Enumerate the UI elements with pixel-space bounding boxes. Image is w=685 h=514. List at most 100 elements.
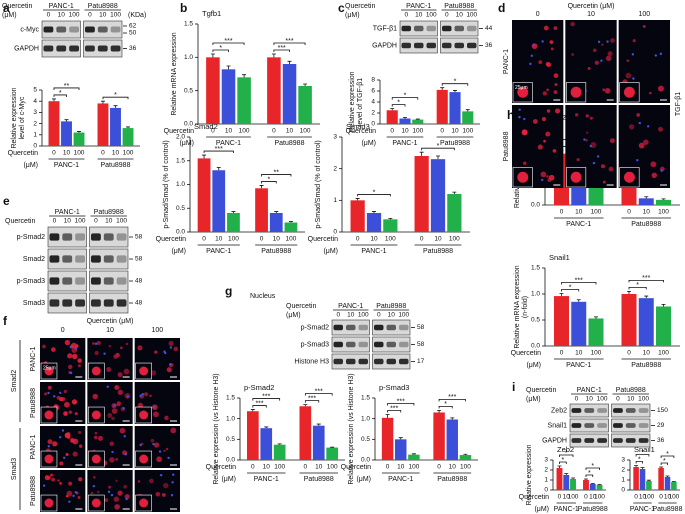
y-tick-label: 0.0	[184, 121, 193, 128]
dose-label: 10	[449, 464, 457, 471]
y-tick-label: 0.5	[226, 436, 235, 443]
group-label: PANC-1	[361, 248, 386, 255]
bar	[260, 428, 273, 460]
cell	[152, 411, 159, 418]
dose-label: 0	[356, 236, 360, 243]
dose-label: 100	[74, 150, 85, 157]
cell	[594, 60, 599, 65]
blot-row-label: Smad2	[23, 256, 45, 263]
y-axis-label: Relative expression	[11, 87, 18, 148]
x-axis-label: (μM)	[179, 140, 194, 147]
y-tick-label: 1	[621, 477, 625, 484]
blot-dose-label: 100	[597, 396, 608, 403]
significance-bracket	[561, 289, 580, 292]
blot-band	[597, 408, 607, 413]
bar	[247, 411, 259, 460]
cell	[119, 427, 126, 434]
cell	[115, 479, 118, 483]
cell	[601, 164, 606, 169]
blot-row-label: Histone H3	[294, 358, 329, 365]
cell	[545, 131, 551, 137]
blot-band	[584, 408, 595, 413]
y-axis-label: level of TGF-β1	[357, 78, 364, 126]
blot-band	[597, 438, 607, 443]
dose-label: 0	[211, 128, 215, 135]
blot-band	[49, 299, 60, 307]
micro-side-label: TGF-β1	[675, 92, 682, 116]
bar	[122, 128, 134, 146]
blot-dose-label: 10	[456, 12, 464, 19]
blot-band	[386, 324, 396, 331]
significance-bracket	[53, 94, 67, 97]
blot-band	[414, 25, 424, 32]
dose-label: 0	[440, 128, 444, 135]
cell	[107, 413, 113, 418]
cell	[642, 25, 646, 28]
nucleus	[600, 59, 603, 62]
cell	[111, 416, 115, 421]
significance-bracket	[212, 49, 229, 52]
cell	[537, 144, 543, 150]
blot-band	[613, 423, 623, 428]
y-tick-label: 0.5	[531, 317, 540, 324]
nucleus	[125, 497, 128, 501]
dose-label: 10	[63, 150, 71, 157]
cell	[540, 171, 547, 178]
group-label: Patu8988	[578, 506, 608, 513]
error-bar	[398, 437, 403, 440]
cell	[71, 353, 78, 360]
cell	[77, 496, 81, 499]
bar	[237, 77, 251, 124]
nucleus	[606, 40, 609, 43]
cell	[586, 131, 589, 134]
dose-label: 10	[225, 128, 233, 135]
dose-label: 0	[560, 350, 564, 357]
bar	[589, 484, 596, 490]
error-bar	[419, 151, 424, 156]
nucleus	[74, 347, 78, 350]
error-bar	[440, 87, 445, 90]
nucleus	[169, 363, 172, 366]
marker-label: 17	[417, 358, 425, 365]
cell	[149, 394, 152, 398]
dose-label: 100	[658, 209, 669, 216]
blot-band	[571, 423, 582, 428]
cell	[117, 389, 123, 395]
y-axis-label: Relative expression (vs Histone H3)	[348, 373, 355, 484]
micro-row-label: PANC-1	[503, 49, 510, 74]
dose-label: 0	[634, 494, 638, 501]
error-bar	[437, 410, 442, 413]
y-tick-label: 0.0	[226, 457, 235, 464]
nucleus	[170, 493, 174, 497]
y-tick-label: 0	[544, 487, 548, 494]
blot-band	[85, 26, 95, 33]
blot-dose-label: 100	[398, 312, 409, 319]
error-bar	[659, 466, 664, 468]
blot-row-label: GAPDH	[372, 42, 397, 49]
significance-label: *	[569, 284, 572, 291]
cell	[589, 116, 593, 120]
blot-band	[116, 233, 127, 241]
error-bar	[77, 131, 82, 133]
blot-band	[401, 42, 411, 49]
error-bar	[216, 167, 221, 171]
nucleus	[167, 456, 170, 460]
error-bar	[100, 100, 105, 104]
blot-band	[584, 438, 595, 443]
marker-label: 58	[417, 341, 425, 348]
y-tick-label: 1.5	[531, 265, 540, 272]
nucleus	[518, 115, 521, 119]
error-bar	[126, 126, 131, 129]
bar	[656, 199, 671, 205]
blot-group-label: Patu8988	[444, 3, 474, 10]
cell	[68, 410, 72, 414]
significance-label: **	[274, 169, 280, 176]
error-bar	[559, 293, 564, 297]
y-axis-label: Relative mRNA expression	[171, 32, 178, 115]
cell	[166, 367, 172, 373]
micro-header: Quercetin (μM)	[568, 3, 615, 10]
marker-label: 29	[657, 422, 665, 429]
blot-band	[442, 25, 452, 32]
y-axis-label: p-Smad/Smad (% of control)	[163, 140, 170, 228]
